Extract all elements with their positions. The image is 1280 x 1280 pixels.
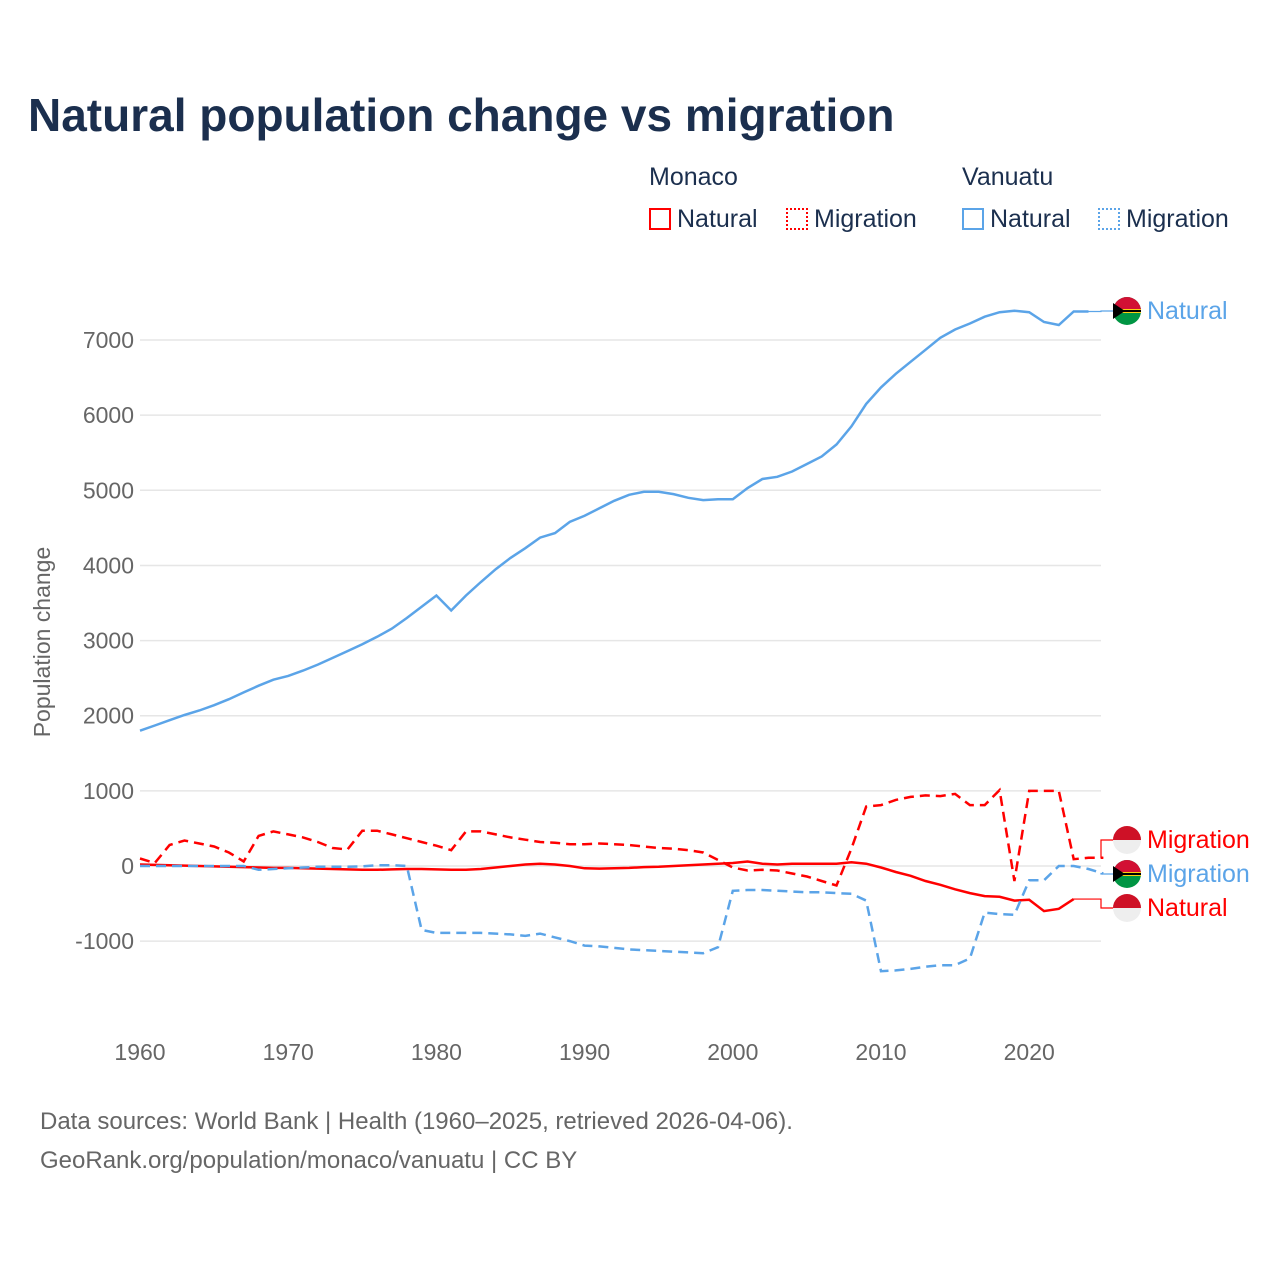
series-line-vanuatu-migration [140,863,1104,973]
legend-label: Migration [814,205,917,233]
vanuatu-flag-icon [1113,297,1141,311]
monaco-flag-icon [1113,826,1141,840]
y-tick-label: 6000 [83,402,134,428]
legend-vanuatu-migration[interactable]: Migration [1098,205,1229,234]
label-connector [1073,898,1114,909]
y-axis-label: Population change [29,547,55,738]
legend-group-vanuatu: Vanuatu [962,163,1054,191]
legend-group-monaco: Monaco [649,163,738,191]
legend-label: Migration [1126,205,1229,233]
legend-swatch-solid [649,208,671,230]
x-tick-label: 2010 [855,1039,906,1065]
legend-swatch-dotted [1098,208,1120,230]
x-tick-label: 1990 [559,1039,610,1065]
y-tick-label: 1000 [83,778,134,804]
y-tick-label: 7000 [83,327,134,353]
series-line-monaco-natural [139,860,1075,913]
vanuatu-flag-icon [1113,866,1125,882]
label-connector [1100,839,1114,859]
legend-monaco-migration[interactable]: Migration [786,205,917,234]
end-label: Natural [1147,297,1228,325]
end-label: Migration [1147,826,1250,854]
y-tick-label: 2000 [83,703,134,729]
legend-label: Natural [990,205,1071,233]
x-tick-label: 2020 [1004,1039,1055,1065]
vanuatu-flag-icon [1113,303,1125,319]
y-tick-label: 4000 [83,552,134,578]
y-tick-label: 0 [121,853,134,879]
legend-swatch-solid [962,208,984,230]
series-line-monaco-migration [139,787,1104,888]
legend-monaco-natural[interactable]: Natural [649,205,758,234]
x-tick-label: 1980 [411,1039,462,1065]
monaco-flag-icon [1113,894,1141,908]
series-line-vanuatu-natural [139,309,1089,732]
vanuatu-flag-icon [1113,860,1141,874]
legend-swatch-dotted [786,208,808,230]
y-tick-label: 3000 [83,628,134,654]
source-url[interactable]: GeoRank.org/population/monaco/vanuatu | … [40,1147,578,1174]
source-line: Data sources: World Bank | Health (1960–… [40,1108,793,1135]
x-tick-label: 1970 [263,1039,314,1065]
legend-label: Natural [677,205,758,233]
x-tick-label: 1960 [114,1039,165,1065]
legend-vanuatu-natural[interactable]: Natural [962,205,1071,234]
chart-title: Natural population change vs migration [28,89,895,141]
end-label: Migration [1147,860,1250,888]
y-tick-label: 5000 [83,477,134,503]
x-tick-label: 2000 [707,1039,758,1065]
y-tick-label: -1000 [75,928,134,954]
end-label: Natural [1147,894,1228,922]
